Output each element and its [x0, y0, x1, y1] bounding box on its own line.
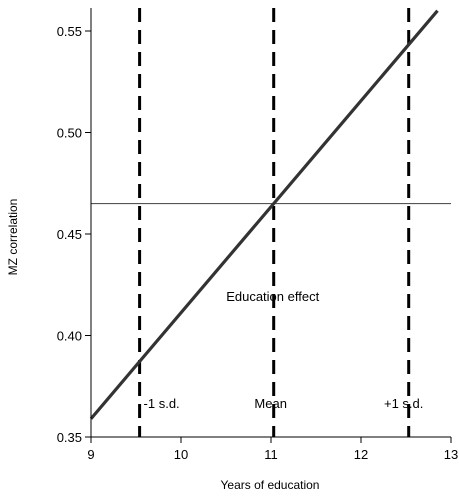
axes: [90, 8, 451, 438]
x-axis-title: Years of education: [221, 478, 320, 492]
education-effect-annotation: Education effect: [226, 289, 319, 304]
y-axis-title: MZ correlation: [6, 199, 20, 276]
y-tick-label: 0.45: [57, 227, 82, 242]
labels: Years of education MZ correlation -1 s.d…: [6, 199, 423, 492]
x-tick-label: 12: [354, 447, 368, 462]
y-tick-label: 0.35: [57, 430, 82, 445]
sd-marker-label: +1 s.d.: [384, 396, 423, 411]
ticks: 9 10 11 12 13 0.35 0.40 0.45 0.50 0.55: [57, 24, 459, 462]
sd-marker-label: -1 s.d.: [144, 396, 180, 411]
y-tick-label: 0.50: [57, 126, 82, 141]
x-tick-label: 13: [444, 447, 458, 462]
y-tick-label: 0.40: [57, 329, 82, 344]
education-effect-line: [89, 9, 439, 420]
x-tick-label: 11: [264, 447, 278, 462]
plot-area: [89, 8, 451, 437]
x-tick-label: 10: [174, 447, 188, 462]
y-tick-label: 0.55: [57, 24, 82, 39]
x-tick-label: 9: [87, 447, 94, 462]
sd-marker-label: Mean: [254, 396, 287, 411]
